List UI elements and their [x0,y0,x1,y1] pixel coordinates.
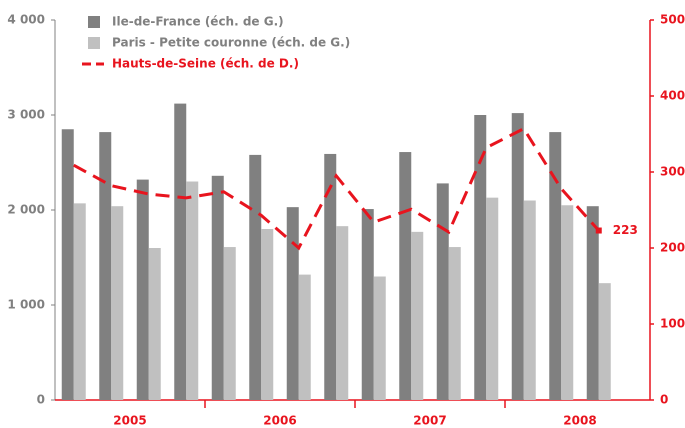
y-tick-label: 4 000 [7,13,45,27]
y-tick-label: 1 000 [7,298,45,312]
legend-swatch [88,37,100,49]
x-group-label: 2006 [263,414,296,428]
value-label: 223 [613,223,638,237]
legend-label: Ile-de-France (éch. de G.) [112,15,284,29]
bar [261,229,274,400]
x-group-label: 2008 [563,414,596,428]
y2-tick-label: 200 [660,241,685,255]
legend-label: Hauts-de-Seine (éch. de D.) [112,57,299,71]
bar [336,226,349,400]
bar [598,283,611,400]
legend-label: Paris - Petite couronne (éch. de G.) [112,36,350,50]
bar [298,274,311,400]
bar [174,103,187,400]
bar [474,115,487,400]
bar [61,129,74,400]
bar [99,132,112,400]
y2-tick-label: 400 [660,89,685,103]
bar [186,181,199,400]
bar [373,276,386,400]
bar [561,205,574,400]
y-tick-label: 2 000 [7,203,45,217]
bar [586,206,599,400]
bar [411,231,424,400]
x-group-label: 2005 [113,414,146,428]
bar [249,154,262,400]
bar [361,209,374,400]
bar [286,207,299,400]
bar [486,197,499,400]
bar [436,183,449,400]
bar [523,200,536,400]
y2-tick-label: 300 [660,165,685,179]
bar [511,113,524,400]
bar [223,247,236,400]
bar [73,203,86,400]
y2-tick-label: 100 [660,317,685,331]
line [73,126,600,251]
bar [324,153,337,400]
bar [111,206,124,400]
y2-tick-label: 500 [660,13,685,27]
bar [136,179,149,400]
bar [399,152,412,400]
bar [148,248,161,400]
y2-tick-label: 0 [660,393,668,407]
bar [448,247,461,400]
line-marker [595,227,602,234]
legend-swatch [88,16,100,28]
x-group-label: 2007 [413,414,446,428]
bar [549,132,562,400]
y-tick-label: 3 000 [7,108,45,122]
y-tick-label: 0 [37,393,45,407]
bar [211,175,224,400]
